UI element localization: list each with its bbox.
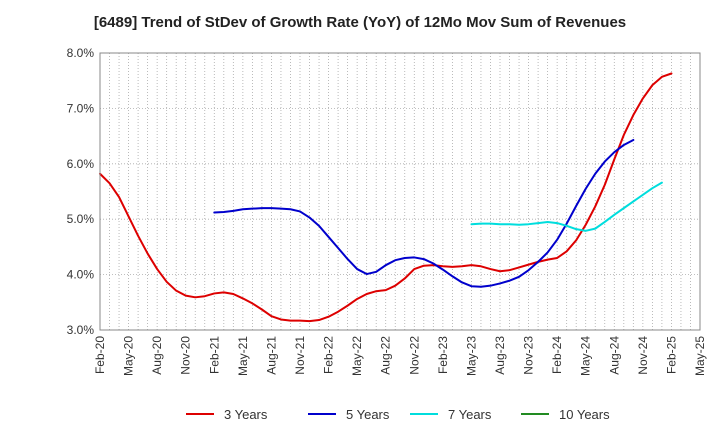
series-line-7-years — [470, 181, 663, 232]
x-tick-label: May-24 — [579, 336, 593, 376]
x-tick-label: Aug-22 — [379, 336, 393, 375]
x-tick-label: Aug-21 — [264, 336, 278, 375]
x-tick-label: Feb-23 — [436, 336, 450, 374]
x-tick-label: Nov-24 — [636, 336, 650, 375]
y-tick-label: 4.0% — [67, 268, 95, 282]
legend-label: 5 Years — [346, 407, 390, 422]
chart-title: [6489] Trend of StDev of Growth Rate (Yo… — [93, 14, 627, 31]
x-tick-label: Feb-20 — [93, 336, 107, 374]
grid — [100, 53, 700, 330]
y-tick-label: 3.0% — [67, 323, 95, 337]
legend-label: 7 Years — [448, 407, 492, 422]
series-line-5-years — [213, 138, 635, 288]
x-tick-label: Feb-24 — [550, 336, 564, 374]
x-tick-label: Nov-20 — [179, 336, 193, 375]
x-tick-label: May-22 — [350, 336, 364, 376]
y-tick-label: 7.0% — [67, 101, 95, 115]
x-tick-label: Feb-22 — [322, 336, 336, 374]
x-tick-label: Nov-23 — [522, 336, 536, 375]
legend: 3 Years 5 Years 7 Years 10 Years — [186, 407, 610, 422]
x-tick-label: Nov-21 — [293, 336, 307, 375]
y-axis: 3.0% 4.0% 5.0% 6.0% 7.0% 8.0% — [67, 46, 95, 337]
plot-area — [99, 52, 701, 331]
series-group — [99, 72, 673, 323]
x-tick-label: Nov-22 — [407, 336, 421, 375]
x-tick-label: May-23 — [464, 336, 478, 376]
legend-label: 10 Years — [559, 407, 610, 422]
x-tick-label: Feb-25 — [664, 336, 678, 374]
y-tick-label: 6.0% — [67, 157, 95, 171]
x-tick-label: Aug-20 — [150, 336, 164, 375]
x-axis: Feb-20 May-20 Aug-20 Nov-20 Feb-21 May-21 Aug-… — [93, 336, 707, 376]
x-tick-label: Aug-24 — [607, 336, 621, 375]
series-line-3-years — [99, 72, 673, 323]
legend-label: 3 Years — [224, 407, 268, 422]
x-tick-label: Aug-23 — [493, 336, 507, 375]
x-tick-label: May-21 — [236, 336, 250, 376]
x-tick-label: May-25 — [693, 336, 707, 376]
y-tick-label: 5.0% — [67, 212, 95, 226]
x-tick-label: May-20 — [122, 336, 136, 376]
x-tick-label: Feb-21 — [207, 336, 221, 374]
y-tick-label: 8.0% — [67, 46, 95, 60]
